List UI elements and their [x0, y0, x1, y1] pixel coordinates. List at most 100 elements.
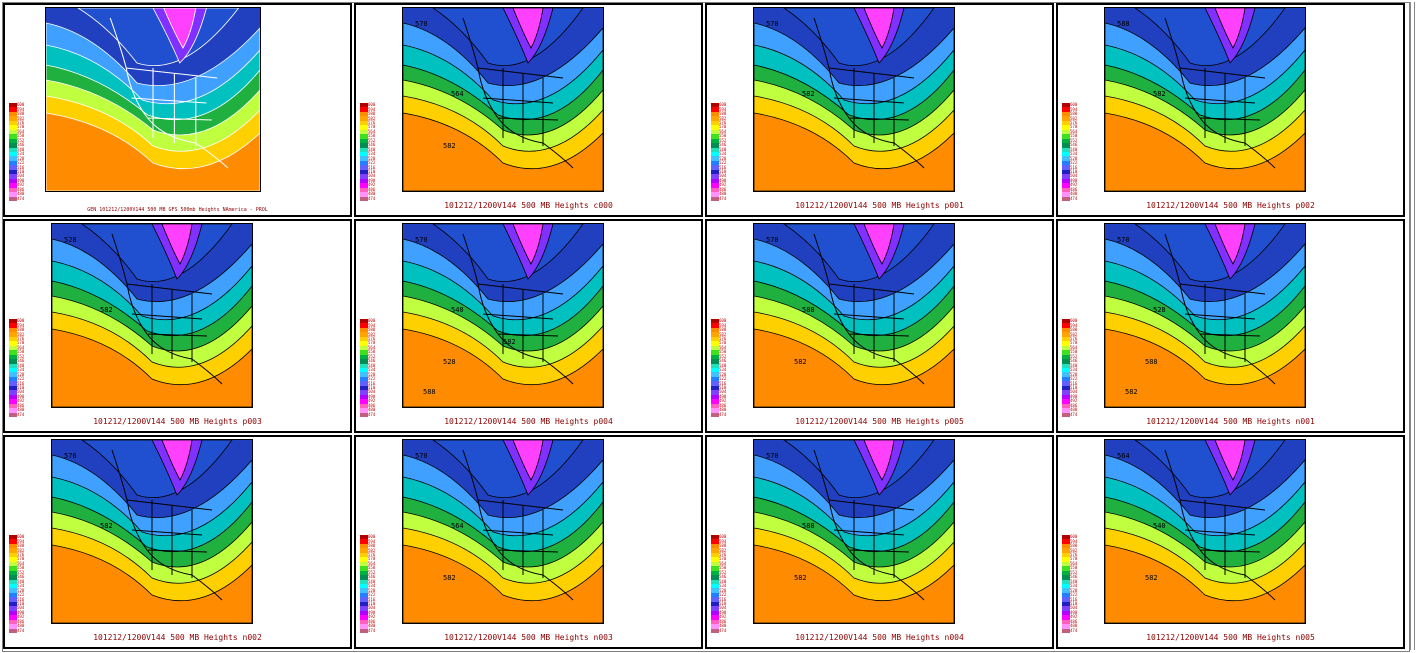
height-contour-map[interactable]: 570 540 528 588 582: [402, 223, 604, 408]
legend-label: 558: [17, 349, 25, 355]
legend-swatch: [360, 390, 368, 395]
legend-swatch: [1062, 354, 1070, 360]
legend-label: 528: [719, 371, 727, 377]
legend-label: 504: [17, 605, 25, 611]
legend-label: 516: [17, 164, 25, 170]
panel-c000[interactable]: 600 594 588 582 576 570 564 558 552 546 540 534 528 5…: [354, 3, 703, 217]
panel-p003[interactable]: 600 594 588 582 576 570 564 558 552 546 540 534 528 5…: [3, 219, 352, 433]
legend-swatch: [1062, 412, 1070, 417]
legend-label: 540: [1070, 362, 1078, 368]
legend-swatch: [9, 619, 17, 625]
legend-swatch: [360, 385, 368, 391]
panel-n003[interactable]: 600 594 588 582 576 570 564 558 552 546 540 534 528 5…: [354, 435, 703, 649]
panel-gfs[interactable]: 600 594 588 582 576 570 564 558 552 546 540 534 528 5…: [3, 3, 352, 217]
legend-swatch: [711, 192, 719, 197]
legend-label: 588: [17, 327, 25, 333]
legend-swatch: [360, 327, 368, 333]
legend-swatch: [1062, 147, 1070, 152]
legend-label: 552: [1070, 569, 1078, 575]
legend-swatch: [711, 597, 719, 602]
legend-swatch: [360, 116, 368, 121]
legend-label: 528: [368, 587, 376, 593]
page-scrollbar[interactable]: [1410, 2, 1415, 650]
legend-label: 528: [368, 371, 376, 377]
panel-n001[interactable]: 600 594 588 582 576 570 564 558 552 546 540 534 528 5…: [1056, 219, 1405, 433]
legend-swatch: [360, 399, 368, 404]
legend-label: 480: [17, 407, 25, 413]
panel-n004[interactable]: 600 594 588 582 576 570 564 558 552 546 540 534 528 5…: [705, 435, 1054, 649]
legend-swatch: [360, 543, 368, 549]
legend-swatch: [1062, 192, 1070, 197]
legend-swatch: [1062, 107, 1070, 112]
legend-swatch: [1062, 376, 1070, 382]
height-contour-map[interactable]: 570 564 582: [402, 439, 604, 624]
legend-swatch: [9, 116, 17, 121]
legend-label: 510: [368, 169, 376, 175]
height-contour-map[interactable]: 576 582: [51, 439, 253, 624]
color-legend-bar: [1062, 103, 1070, 201]
legend-swatch: [9, 412, 17, 417]
height-contour-map[interactable]: 588 582: [1104, 7, 1306, 192]
legend-swatch: [711, 381, 719, 386]
panel-caption: 101212/1200V144 500 MB Heights n004: [795, 633, 964, 642]
contour-map-graphic: 588 582: [1105, 8, 1305, 191]
legend-swatch: [711, 103, 719, 108]
legend-label: 492: [719, 614, 727, 620]
legend-swatch: [360, 323, 368, 328]
legend-swatch: [711, 408, 719, 413]
legend-label: 552: [17, 569, 25, 575]
height-contour-map[interactable]: 570 588 582: [753, 439, 955, 624]
legend-swatch: [1062, 615, 1070, 620]
legend-label: 576: [17, 120, 25, 126]
legend-swatch: [360, 174, 368, 179]
legend-swatch: [1062, 548, 1070, 553]
legend-label: 540: [719, 362, 727, 368]
legend-swatch: [360, 535, 368, 540]
legend-label: 588: [368, 543, 376, 549]
legend-swatch: [711, 116, 719, 121]
legend-labels: 600 594 588 582 576 570 564 558 552 546 540 534 528 5…: [1070, 102, 1078, 201]
legend-swatch: [360, 372, 368, 377]
legend-label: 570: [17, 340, 25, 346]
panel-p005[interactable]: 600 594 588 582 576 570 564 558 552 546 540 534 528 5…: [705, 219, 1054, 433]
legend-swatch: [360, 579, 368, 584]
contour-value-label: 528: [443, 358, 456, 366]
height-contour-map[interactable]: 570 528 588 582: [1104, 223, 1306, 408]
contour-value-label: 582: [1125, 388, 1138, 396]
panel-n002[interactable]: 600 594 588 582 576 570 564 558 552 546 540 534 528 5…: [3, 435, 352, 649]
panel-p001[interactable]: 600 594 588 582 576 570 564 558 552 546 540 534 528 5…: [705, 3, 1054, 217]
legend-swatch: [711, 535, 719, 540]
legend-label: 492: [368, 398, 376, 404]
panel-n005[interactable]: 600 594 588 582 576 570 564 558 552 546 540 534 528 5…: [1056, 435, 1405, 649]
legend-label: 576: [17, 336, 25, 342]
contour-value-label: 582: [443, 574, 456, 582]
height-contour-map[interactable]: 564 540 582: [1104, 439, 1306, 624]
legend-swatch: [9, 624, 17, 629]
legend-label: 546: [368, 358, 376, 364]
legend-label: 600: [17, 534, 25, 540]
height-contour-map[interactable]: 528 582: [51, 223, 253, 408]
legend-swatch: [711, 579, 719, 584]
panel-p004[interactable]: 600 594 588 582 576 570 564 558 552 546 540 534 528 5…: [354, 219, 703, 433]
legend-label: 480: [719, 623, 727, 629]
legend-label: 498: [368, 609, 376, 615]
panel-p002[interactable]: 600 594 588 582 576 570 564 558 552 546 540 534 528 5…: [1056, 3, 1405, 217]
height-contour-map[interactable]: 570 588 582: [753, 223, 955, 408]
legend-swatch: [360, 381, 368, 386]
legend-label: 498: [1070, 609, 1078, 615]
legend-swatch: [1062, 350, 1070, 355]
legend-label: 552: [1070, 137, 1078, 143]
legend-swatch: [9, 341, 17, 346]
legend-swatch: [711, 156, 719, 161]
legend-label: 498: [719, 177, 727, 183]
legend-swatch: [9, 319, 17, 324]
legend-swatch: [360, 103, 368, 108]
height-contour-map[interactable]: [45, 7, 261, 192]
legend-label: 576: [719, 120, 727, 126]
legend-swatch: [360, 552, 368, 558]
height-contour-map[interactable]: 570 564 582: [402, 7, 604, 192]
height-contour-map[interactable]: 570 582: [753, 7, 955, 192]
contour-value-label: 582: [802, 90, 815, 98]
legend-swatch: [711, 372, 719, 377]
